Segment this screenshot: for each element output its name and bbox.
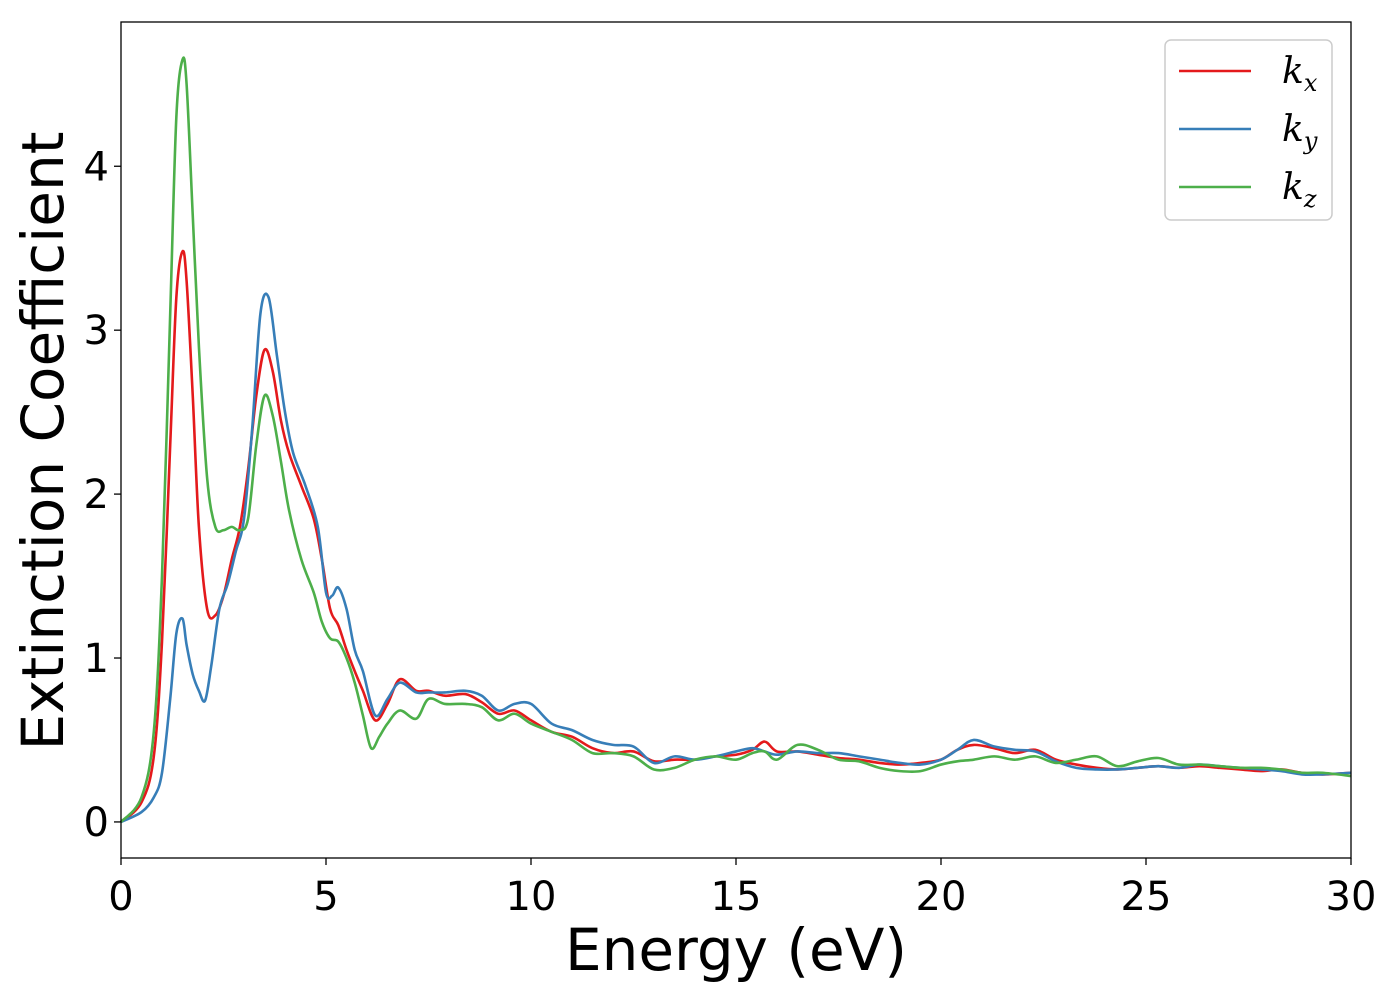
x-tick-label: 10: [506, 874, 557, 920]
legend-subscript: z: [1303, 185, 1317, 213]
axes-layer: 0 5 10 15 20 25 30 0 1 2 3 4: [84, 21, 1377, 920]
x-tick-label: 5: [313, 874, 338, 920]
y-tick-label: 4: [84, 144, 109, 190]
series-line-ky: [120, 292, 1352, 824]
series-layer: [120, 56, 1352, 824]
legend-subscript: x: [1304, 69, 1318, 97]
x-tick-label: 25: [1121, 874, 1172, 920]
series-line-kz: [120, 56, 1352, 823]
y-tick-label: 3: [84, 308, 109, 354]
y-tick-label: 0: [84, 800, 109, 846]
x-tick-label: 20: [916, 874, 967, 920]
y-tick-label: 1: [84, 636, 109, 682]
y-axis-title: Extinction Coefficient: [9, 132, 77, 751]
x-tick-label: 30: [1326, 874, 1377, 920]
legend-subscript: y: [1303, 127, 1318, 155]
legend-label-kx: kx: [1282, 51, 1318, 97]
y-tick-label: 2: [84, 472, 109, 518]
x-axis-title: Energy (eV): [565, 916, 907, 984]
series-line-kx: [120, 249, 1352, 823]
x-tick-label: 0: [108, 874, 133, 920]
x-tick-label: 15: [711, 874, 762, 920]
